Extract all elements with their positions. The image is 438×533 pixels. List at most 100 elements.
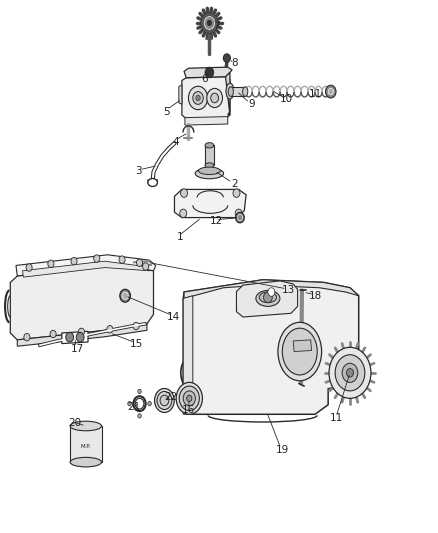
Ellipse shape: [243, 87, 248, 96]
Circle shape: [235, 209, 242, 217]
Circle shape: [66, 333, 74, 342]
Ellipse shape: [205, 143, 214, 148]
Circle shape: [335, 355, 365, 391]
Text: 12: 12: [210, 216, 223, 227]
Circle shape: [138, 414, 141, 418]
Circle shape: [211, 93, 219, 103]
Polygon shape: [183, 296, 193, 414]
Ellipse shape: [179, 386, 199, 410]
Text: 3: 3: [135, 166, 141, 176]
Polygon shape: [17, 324, 147, 346]
Text: 19: 19: [276, 445, 289, 455]
Ellipse shape: [228, 87, 233, 96]
Circle shape: [328, 88, 333, 95]
Text: 8: 8: [231, 59, 237, 68]
Ellipse shape: [70, 457, 102, 467]
Circle shape: [237, 214, 243, 221]
Polygon shape: [62, 332, 88, 344]
Text: 17: 17: [71, 344, 84, 354]
Circle shape: [48, 260, 54, 268]
Text: 9: 9: [248, 99, 255, 109]
Circle shape: [196, 95, 200, 101]
Circle shape: [233, 189, 240, 197]
Text: 11: 11: [330, 413, 343, 423]
Circle shape: [204, 17, 215, 29]
Circle shape: [137, 259, 143, 266]
Circle shape: [133, 322, 139, 330]
Circle shape: [71, 257, 77, 265]
Circle shape: [207, 20, 212, 26]
Circle shape: [325, 85, 336, 98]
Ellipse shape: [256, 290, 280, 306]
Text: 20: 20: [68, 418, 81, 429]
Polygon shape: [205, 146, 214, 165]
Polygon shape: [22, 261, 149, 277]
Text: 21: 21: [127, 402, 141, 413]
Circle shape: [329, 348, 371, 398]
Ellipse shape: [259, 292, 277, 303]
Circle shape: [119, 256, 125, 263]
Polygon shape: [183, 280, 359, 414]
Polygon shape: [16, 255, 155, 276]
Circle shape: [193, 92, 203, 104]
Ellipse shape: [148, 179, 157, 187]
Circle shape: [148, 401, 151, 406]
Circle shape: [94, 255, 100, 262]
Ellipse shape: [198, 167, 220, 174]
Circle shape: [128, 401, 131, 406]
Ellipse shape: [278, 322, 321, 381]
Circle shape: [188, 86, 208, 110]
Circle shape: [180, 209, 187, 217]
Ellipse shape: [157, 391, 172, 409]
Polygon shape: [237, 281, 297, 317]
Text: M.P.: M.P.: [81, 443, 91, 449]
Text: 16: 16: [182, 405, 195, 415]
Circle shape: [76, 333, 84, 342]
Ellipse shape: [183, 391, 195, 406]
Text: 11: 11: [308, 88, 321, 99]
Text: 4: 4: [172, 136, 179, 147]
Polygon shape: [231, 87, 245, 96]
Polygon shape: [11, 265, 153, 340]
Ellipse shape: [205, 163, 214, 168]
Polygon shape: [70, 426, 102, 462]
Text: 6: 6: [202, 75, 208, 84]
Text: 7: 7: [213, 21, 220, 31]
Ellipse shape: [160, 395, 169, 406]
Circle shape: [346, 368, 353, 377]
Circle shape: [24, 334, 30, 341]
Ellipse shape: [283, 328, 317, 375]
Text: 13: 13: [282, 286, 296, 295]
Polygon shape: [184, 67, 232, 78]
Text: 22: 22: [164, 392, 177, 402]
Circle shape: [26, 264, 32, 271]
Circle shape: [143, 263, 149, 270]
Circle shape: [122, 292, 128, 300]
Polygon shape: [174, 189, 246, 217]
Circle shape: [50, 330, 56, 338]
Text: 15: 15: [129, 338, 143, 349]
Polygon shape: [185, 117, 228, 125]
Polygon shape: [179, 85, 182, 104]
Ellipse shape: [226, 83, 234, 99]
Circle shape: [138, 389, 141, 393]
Text: 5: 5: [163, 107, 170, 117]
Polygon shape: [293, 340, 311, 352]
Text: 1: 1: [177, 232, 183, 243]
Ellipse shape: [176, 382, 202, 414]
Text: 18: 18: [308, 290, 321, 301]
Circle shape: [268, 288, 275, 296]
Circle shape: [180, 189, 187, 197]
Ellipse shape: [195, 168, 223, 179]
Polygon shape: [226, 72, 230, 115]
Circle shape: [264, 292, 272, 303]
Circle shape: [207, 88, 223, 108]
Circle shape: [223, 54, 230, 62]
Text: 10: 10: [280, 94, 293, 104]
Text: 14: 14: [166, 312, 180, 322]
Polygon shape: [184, 280, 359, 298]
Circle shape: [120, 289, 131, 302]
Circle shape: [107, 326, 113, 333]
Text: 2: 2: [231, 179, 237, 189]
Polygon shape: [182, 77, 230, 119]
